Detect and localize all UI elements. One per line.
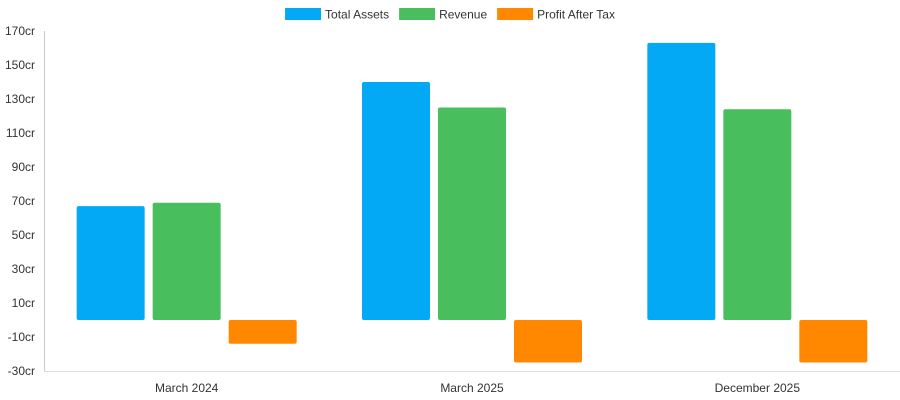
legend: Total Assets Revenue Profit After Tax: [285, 8, 615, 22]
y-tick-label: -30cr: [8, 364, 35, 378]
bar-revenue[interactable]: [438, 107, 506, 321]
legend-item-total-assets[interactable]: Total Assets: [285, 8, 389, 22]
y-tick-label: 130cr: [5, 92, 35, 106]
legend-item-revenue[interactable]: Revenue: [399, 8, 487, 22]
x-category-label: December 2025: [715, 381, 801, 395]
x-category-label: March 2025: [440, 381, 504, 395]
bar-revenue[interactable]: [152, 202, 221, 320]
bars: [76, 42, 868, 363]
bar-total-assets[interactable]: [76, 206, 145, 320]
legend-item-profit-after-tax[interactable]: Profit After Tax: [497, 8, 615, 22]
bar-total-assets[interactable]: [647, 42, 716, 321]
y-tick-label: 10cr: [12, 296, 35, 310]
y-tick-label: 30cr: [12, 262, 35, 276]
legend-label: Profit After Tax: [537, 8, 615, 22]
y-tick-label: 170cr: [5, 24, 35, 38]
bar-total-assets[interactable]: [362, 82, 430, 320]
bar-profit-after-tax[interactable]: [799, 320, 868, 363]
y-tick-label: 110cr: [6, 126, 35, 140]
legend-swatch: [497, 8, 534, 20]
bar-revenue[interactable]: [723, 109, 792, 320]
bar-profit-after-tax[interactable]: [228, 320, 297, 344]
y-tick-label: 70cr: [12, 194, 35, 208]
legend-swatch: [399, 8, 436, 20]
legend-label: Revenue: [439, 8, 487, 22]
y-tick-label: 90cr: [12, 160, 35, 174]
bar-profit-after-tax[interactable]: [514, 320, 582, 363]
axes: -30cr -10cr 10cr 30cr 50cr 70cr 90cr 110cr 130cr…: [5, 24, 900, 395]
y-tick-label: 50cr: [12, 228, 35, 242]
legend-swatch: [285, 8, 322, 20]
x-category-label: March 2024: [155, 381, 219, 395]
legend-label: Total Assets: [325, 8, 389, 22]
y-tick-label: -10cr: [8, 330, 35, 344]
y-tick-label: 150cr: [5, 58, 35, 72]
